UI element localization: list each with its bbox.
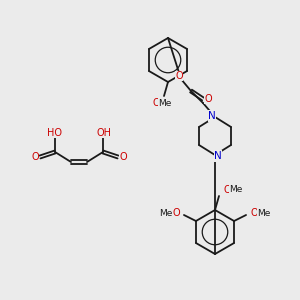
Text: O: O xyxy=(172,208,180,218)
Text: O: O xyxy=(204,94,212,104)
Text: O: O xyxy=(250,208,258,218)
Text: O: O xyxy=(152,98,160,108)
Text: Me: Me xyxy=(229,185,243,194)
Text: OH: OH xyxy=(97,128,112,138)
Text: O: O xyxy=(223,185,231,195)
Text: Me: Me xyxy=(257,208,271,217)
Text: HO: HO xyxy=(46,128,62,138)
Text: N: N xyxy=(214,151,222,161)
Text: Me: Me xyxy=(158,98,172,107)
Text: N: N xyxy=(208,111,216,121)
Text: O: O xyxy=(175,71,183,81)
Text: O: O xyxy=(119,152,127,162)
Text: O: O xyxy=(31,152,39,162)
Text: Me: Me xyxy=(159,208,172,217)
